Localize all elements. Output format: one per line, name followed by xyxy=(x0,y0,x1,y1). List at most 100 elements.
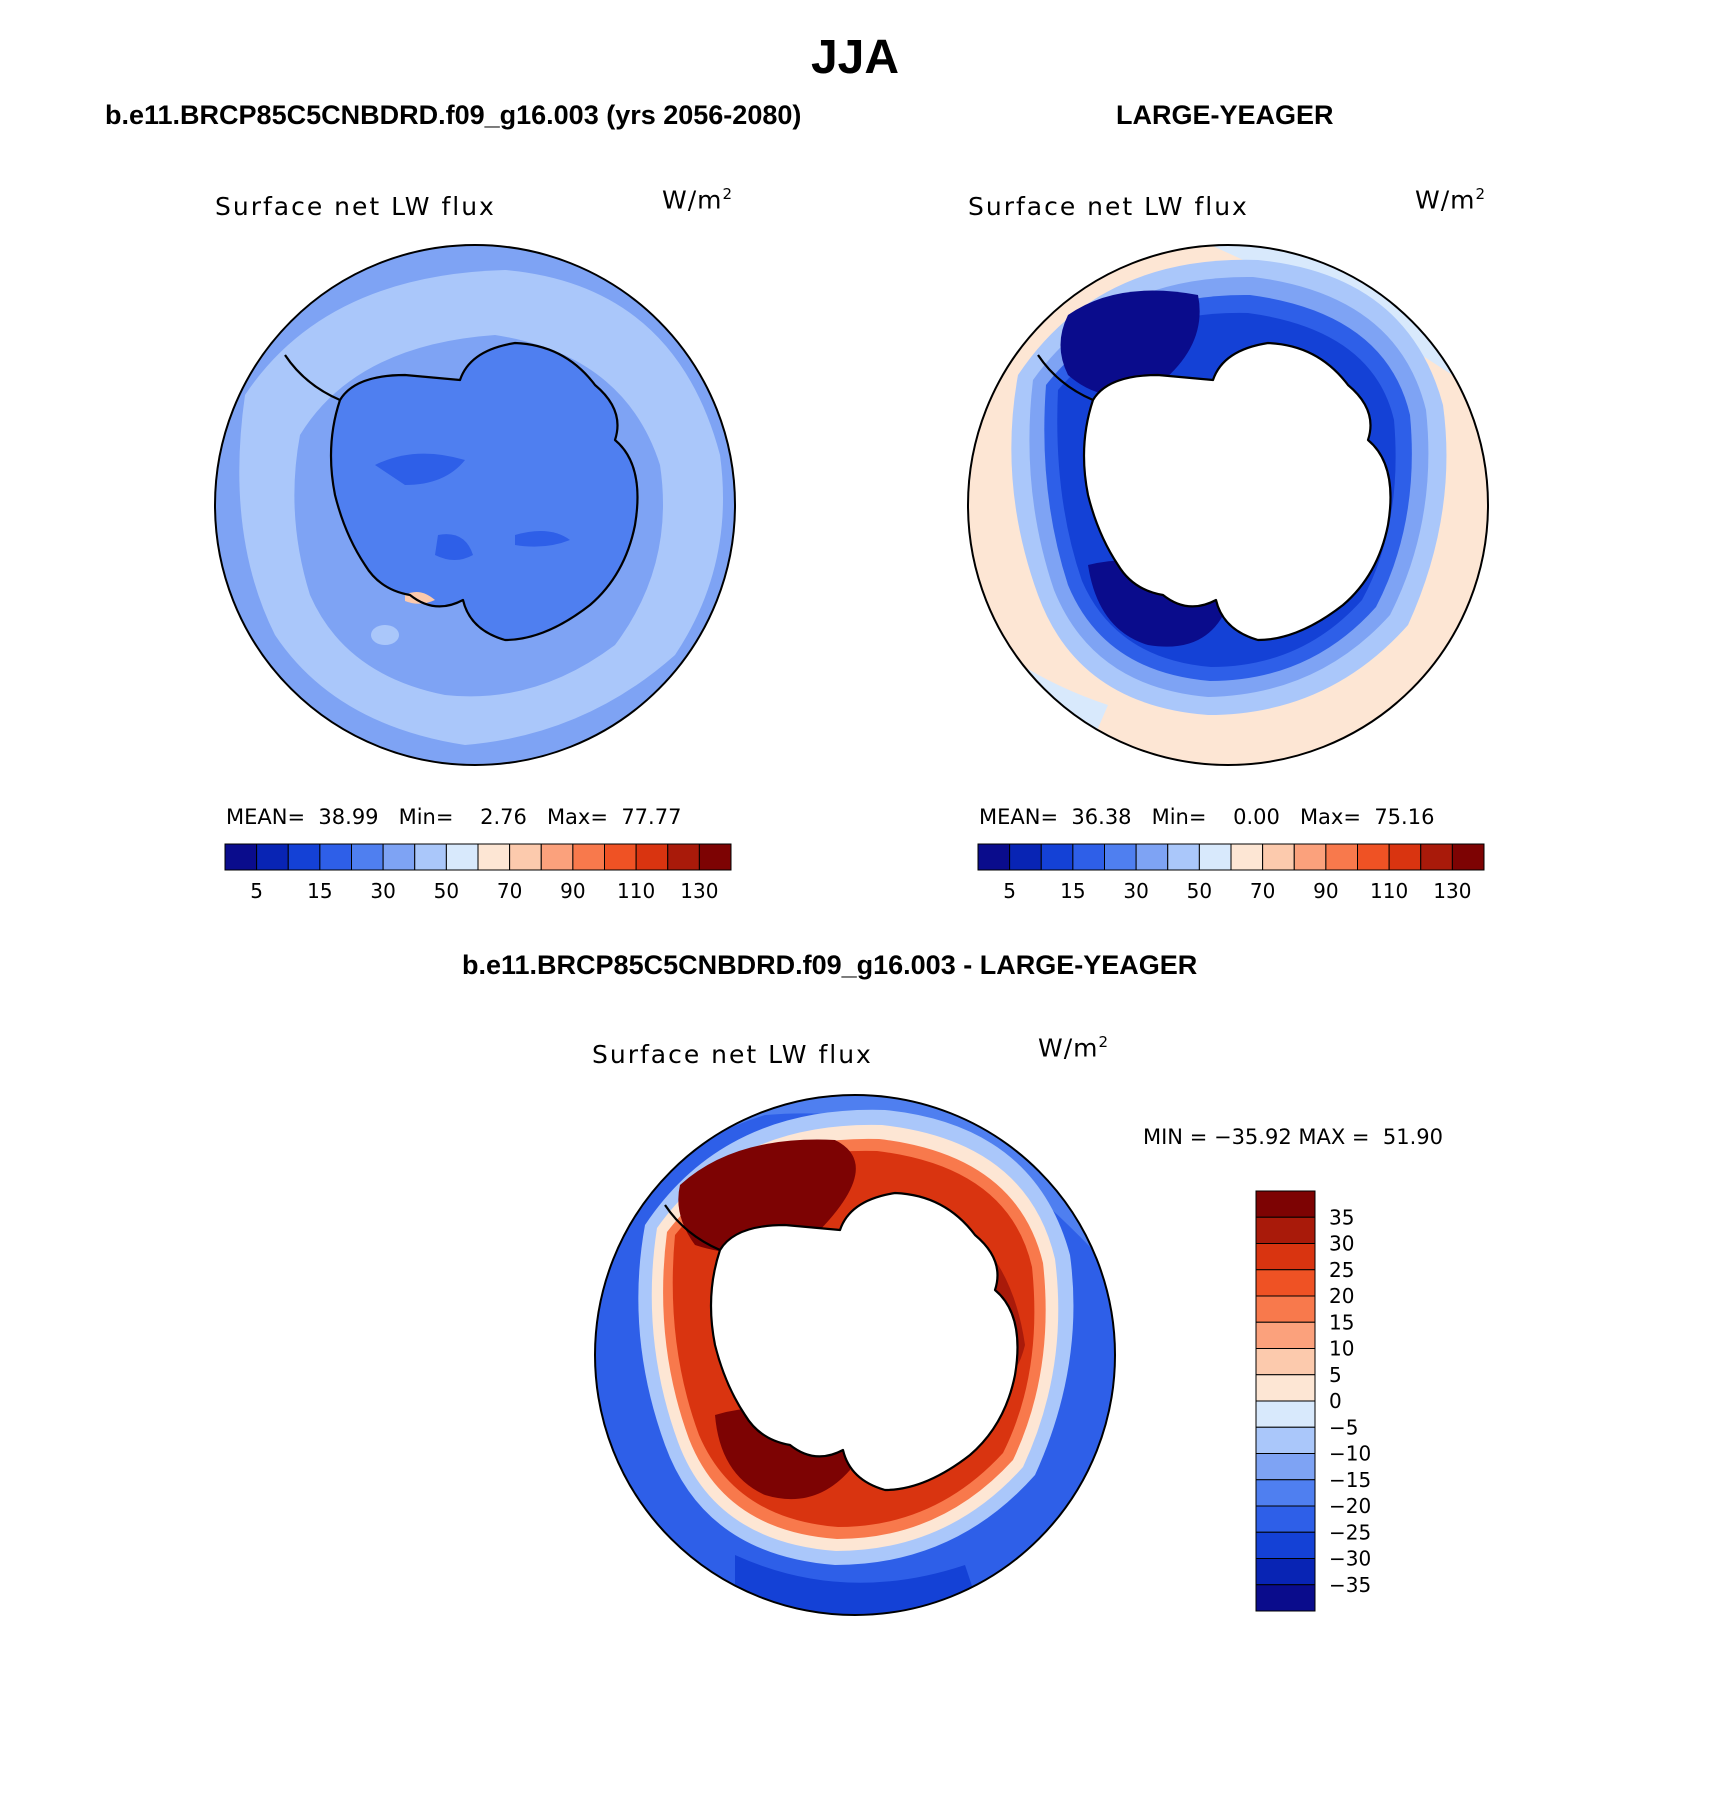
panel1-dark-patch-1 xyxy=(375,453,465,485)
panel1-field-label: Surface net LW flux xyxy=(215,192,496,221)
panel1-colorbar-swatch xyxy=(224,843,258,871)
panel1-colorbar-swatch xyxy=(351,843,384,871)
panel2-map-border xyxy=(967,244,1489,766)
panel2-continent xyxy=(1082,341,1392,642)
panel2-colorbar-swatch xyxy=(1293,843,1327,871)
panel2-colorbar-swatch xyxy=(1104,843,1137,871)
panel1-colorbar-swatch xyxy=(414,843,447,871)
panel3-colorbar-tick-label: −35 xyxy=(1329,1573,1371,1597)
panel2-colorbar-swatch xyxy=(1262,843,1295,871)
panel2-unit-label: W/m2 xyxy=(1415,185,1487,215)
panel1-colorbar-swatch xyxy=(382,843,416,871)
panel3-unit-label: W/m2 xyxy=(1038,1033,1110,1063)
panel1-colorbar-swatch xyxy=(256,843,289,871)
panel3-colorbar-swatch xyxy=(1255,1453,1316,1481)
panel3-colorbar-swatch xyxy=(1255,1295,1316,1323)
panel2-colorbar-swatch xyxy=(1325,843,1358,871)
panel3-field-label: Surface net LW flux xyxy=(592,1040,873,1069)
panel3-colorbar-tick-label: 5 xyxy=(1329,1363,1342,1387)
panel2-colorbar-swatch xyxy=(977,843,1011,871)
panel1-colorbar-swatch xyxy=(604,843,637,871)
panel3-colorbar-tick-label: 35 xyxy=(1329,1205,1354,1229)
panel1-colorbar-tick-label: 30 xyxy=(370,879,395,903)
panel1-colorbar-tick-label: 50 xyxy=(434,879,459,903)
panel3-colorbar-swatch xyxy=(1255,1584,1316,1612)
panel1-peninsula xyxy=(284,354,341,402)
panel3-colorbar-tick-label: −20 xyxy=(1329,1494,1371,1518)
panel2-deep-patch-top xyxy=(1060,290,1200,396)
panel2-colorbar-tick-label: 30 xyxy=(1123,879,1148,903)
panel1-map-border xyxy=(214,244,736,766)
panel2-peninsula xyxy=(1037,354,1094,402)
panel3-title: b.e11.BRCP85C5CNBDRD.f09_g16.003 - LARGE… xyxy=(462,950,1198,980)
panel3-colorbar-tick-label: 15 xyxy=(1329,1310,1354,1334)
panel3-colorbar-swatch xyxy=(1255,1400,1316,1428)
panel2-colorbar-swatch xyxy=(1198,843,1232,871)
panel3-colorbar-swatch xyxy=(1255,1321,1316,1349)
panel2-colorbar-swatch xyxy=(1388,843,1422,871)
panel1-colorbar-swatch xyxy=(635,843,669,871)
panel2-colorbar-swatch xyxy=(1167,843,1200,871)
panel1-colorbar-swatch xyxy=(667,843,700,871)
panel3-colorbar-tick-label: −5 xyxy=(1329,1415,1358,1439)
panel3-colorbar-swatch xyxy=(1255,1216,1316,1244)
panel2-colorbar-swatch xyxy=(1357,843,1390,871)
panel1-colorbar-swatch xyxy=(540,843,574,871)
panel2-colorbar-swatch xyxy=(1009,843,1042,871)
page-title: JJA xyxy=(810,31,900,84)
panel3-colorbar-swatch xyxy=(1255,1243,1316,1271)
panel2-colorbar-tick-label: 50 xyxy=(1187,879,1212,903)
panel1-colorbar-swatch xyxy=(319,843,352,871)
panel2-colorbar-tick-label: 110 xyxy=(1370,879,1408,903)
panel2-field-label: Surface net LW flux xyxy=(968,192,1249,221)
panel1-colorbar-tick-label: 90 xyxy=(560,879,585,903)
panel3-colorbar-swatch xyxy=(1255,1269,1316,1297)
panel1-dark-patch-3 xyxy=(435,534,473,560)
panel3-continent xyxy=(709,1191,1019,1492)
panel1-light-spot xyxy=(371,625,399,645)
panel1-colorbar-swatch xyxy=(572,843,605,871)
panel3-colorbar-tick-label: 30 xyxy=(1329,1232,1354,1256)
panel3-colorbar-swatch xyxy=(1255,1426,1316,1454)
panel3-colorbar-swatch xyxy=(1255,1505,1316,1533)
panel3-minmax: MIN = −35.92 MAX = 51.90 xyxy=(1143,1125,1443,1149)
panel3-colorbar-swatch xyxy=(1255,1479,1316,1507)
panel2-colorbar-swatch xyxy=(1451,843,1485,871)
panel2-colorbar-swatch xyxy=(1040,843,1074,871)
panel3-colorbar-swatch xyxy=(1255,1558,1316,1586)
panel1-map xyxy=(214,244,736,766)
panel3-colorbar-tick-label: −15 xyxy=(1329,1468,1371,1492)
panel3-outer-light xyxy=(595,1095,1115,1285)
panel1-colorbar-tick-label: 110 xyxy=(617,879,655,903)
panel1-colorbar-swatch xyxy=(509,843,542,871)
panel2-colorbar-swatch xyxy=(1072,843,1105,871)
panel3-colorbar-swatch xyxy=(1255,1374,1316,1402)
panel3-colorbar-tick-label: −30 xyxy=(1329,1547,1371,1571)
panel2-colorbar-tick-label: 15 xyxy=(1060,879,1085,903)
panel1-colorbar-tick-label: 70 xyxy=(497,879,522,903)
panel2-stats: MEAN= 36.38 Min= 0.00 Max= 75.16 xyxy=(979,805,1435,829)
panel1-colorbar-swatch xyxy=(287,843,321,871)
panel1-stats: MEAN= 38.99 Min= 2.76 Max= 77.77 xyxy=(226,805,682,829)
panel2-title: LARGE-YEAGER xyxy=(1116,100,1334,130)
panel1-coastline xyxy=(329,341,639,642)
panel1-colorbar-tick-label: 5 xyxy=(250,879,263,903)
panel1-title: b.e11.BRCP85C5CNBDRD.f09_g16.003 (yrs 20… xyxy=(105,100,802,130)
panel3-map-border xyxy=(594,1094,1116,1616)
panel2-colorbar-tick-label: 90 xyxy=(1313,879,1338,903)
panel2-map xyxy=(967,244,1489,766)
panel2-colorbar: 5 15 30 50 70 90 110 130 xyxy=(977,843,1485,903)
panel2-colorbar-tick-label: 5 xyxy=(1003,879,1016,903)
panel2-colorbar-tick-label: 130 xyxy=(1433,879,1471,903)
panel3-colorbar-tick-label: 20 xyxy=(1329,1284,1354,1308)
panel2-colorbar-tick-label: 70 xyxy=(1250,879,1275,903)
panel3-colorbar-tick-label: 25 xyxy=(1329,1258,1354,1282)
panel1-colorbar-swatch xyxy=(445,843,479,871)
panel1-colorbar-swatch xyxy=(698,843,732,871)
panel3-colorbar-tick-label: −10 xyxy=(1329,1442,1371,1466)
panel2-colorbar-swatch xyxy=(1230,843,1264,871)
panel1-colorbar-tick-label: 15 xyxy=(307,879,332,903)
panel1-warm-spot xyxy=(405,591,435,604)
panel3-colorbar-tick-label: −25 xyxy=(1329,1520,1371,1544)
